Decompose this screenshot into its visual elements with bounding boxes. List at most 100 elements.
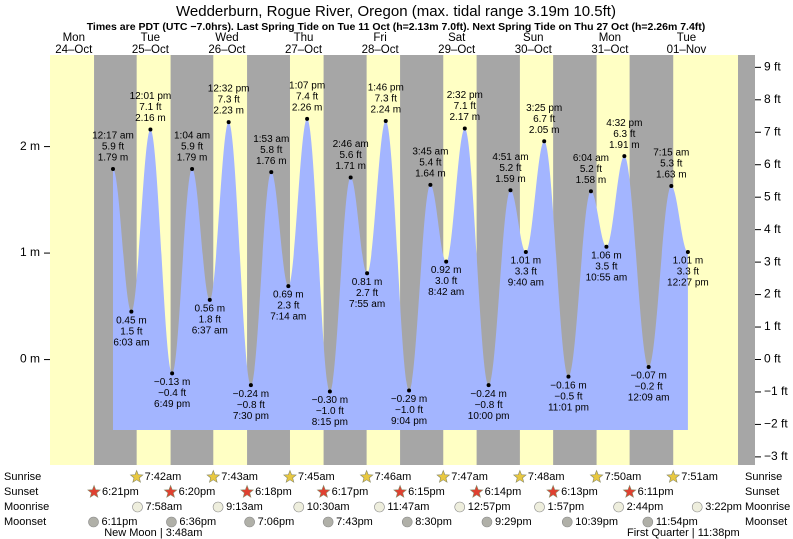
row-label: Moonset bbox=[745, 516, 787, 528]
tide-point bbox=[365, 271, 370, 276]
tide-label: 5.2 ft bbox=[580, 164, 602, 175]
tide-label: 2.26 m bbox=[292, 103, 323, 114]
tide-label: 4:32 pm bbox=[606, 118, 642, 129]
row-label: Sunrise bbox=[4, 471, 41, 483]
tide-label: 11:01 pm bbox=[548, 402, 589, 413]
tide-point bbox=[148, 127, 153, 132]
tide-label: 3:45 am bbox=[412, 147, 448, 158]
moonset-time: 7:43pm bbox=[336, 516, 373, 528]
sunset-time: 6:17pm bbox=[332, 486, 369, 498]
tide-label: 1.76 m bbox=[256, 156, 287, 167]
day-date: 28–Oct bbox=[362, 44, 400, 56]
moon-icon bbox=[561, 516, 573, 528]
day-name: Mon bbox=[63, 32, 85, 44]
tide-label: 12:17 am bbox=[92, 131, 134, 142]
tide-label: −0.07 m bbox=[630, 371, 666, 382]
tide-label: 0.69 m bbox=[273, 290, 304, 301]
row-label: Moonrise bbox=[4, 501, 49, 513]
tide-point bbox=[190, 166, 195, 171]
sunset-time: 6:18pm bbox=[255, 486, 292, 498]
moonrise-time: 3:22pm bbox=[705, 501, 742, 513]
tide-label: 7:15 am bbox=[653, 148, 689, 159]
sun-icon bbox=[512, 469, 527, 483]
tide-label: 6:49 pm bbox=[154, 399, 190, 410]
moon-icon bbox=[481, 516, 493, 528]
tide-point bbox=[622, 154, 627, 159]
tide-label: 2.16 m bbox=[135, 113, 166, 124]
moon-icon bbox=[401, 516, 413, 528]
tide-label: 6:04 am bbox=[573, 153, 609, 164]
tide-label: 1.79 m bbox=[98, 153, 129, 164]
tide-point bbox=[486, 383, 491, 388]
tide-point bbox=[588, 189, 593, 194]
moon-phase: First Quarter | 11:38pm bbox=[627, 527, 740, 539]
tide-label: 1.5 ft bbox=[120, 326, 142, 337]
y2-tick-label: 2 ft bbox=[764, 287, 781, 301]
sunrise-time: 7:45am bbox=[298, 471, 335, 483]
sunrise-time: 7:46am bbox=[375, 471, 412, 483]
moon-icon bbox=[691, 501, 703, 513]
tide-label: 7.3 ft bbox=[375, 94, 397, 105]
tide-point bbox=[462, 126, 467, 131]
sun-icon bbox=[283, 469, 297, 483]
sunset-time: 6:15pm bbox=[408, 486, 445, 498]
tide-label: 6:37 am bbox=[192, 326, 228, 337]
row-label: Sunrise bbox=[745, 471, 782, 483]
tide-label: −0.24 m bbox=[233, 389, 269, 400]
moon-icon bbox=[293, 501, 305, 513]
moonrise-time: 12:57pm bbox=[468, 501, 511, 513]
tide-label: 7.4 ft bbox=[296, 92, 318, 103]
sun-icon bbox=[622, 484, 637, 498]
day-date: 26–Oct bbox=[208, 44, 246, 56]
moon-icon bbox=[374, 501, 385, 513]
tide-label: 2.05 m bbox=[529, 125, 560, 136]
sunset-time: 6:11pm bbox=[638, 486, 674, 498]
tide-label: 2.17 m bbox=[450, 112, 481, 123]
sunrise-time: 7:43am bbox=[221, 471, 258, 483]
row-label: Sunset bbox=[4, 486, 38, 498]
tide-label: 12:09 am bbox=[628, 393, 670, 404]
day-name: Fri bbox=[373, 32, 386, 44]
tide-label: 2:32 pm bbox=[447, 90, 483, 101]
tide-label: 1.01 m bbox=[511, 256, 542, 267]
day-name: Tue bbox=[677, 32, 696, 44]
row-label: Sunset bbox=[745, 486, 779, 498]
tide-label: 1.63 m bbox=[656, 170, 687, 181]
tide-label: 7.3 ft bbox=[218, 95, 240, 106]
tide-label: 7:55 am bbox=[349, 299, 385, 310]
tide-label: 2.3 ft bbox=[277, 301, 299, 312]
sun-icon bbox=[469, 484, 484, 498]
tide-label: 1.59 m bbox=[495, 174, 526, 185]
tide-point bbox=[170, 371, 175, 376]
tide-point bbox=[305, 116, 310, 121]
moon-icon bbox=[534, 501, 545, 513]
tide-label: 1:04 am bbox=[174, 131, 210, 142]
moonset-time: 6:36pm bbox=[179, 516, 216, 528]
moon-icon bbox=[88, 516, 99, 528]
tide-label: −0.24 m bbox=[470, 389, 506, 400]
tide-point bbox=[327, 389, 332, 394]
tide-label: 1.91 m bbox=[609, 140, 640, 151]
moon-icon bbox=[212, 501, 224, 513]
row-label: Moonset bbox=[4, 516, 46, 528]
day-date: 01–Nov bbox=[667, 44, 707, 56]
y2-tick-label: 3 ft bbox=[764, 254, 781, 268]
tide-label: 5.9 ft bbox=[102, 142, 124, 153]
tide-label: 12:27 pm bbox=[667, 278, 709, 289]
tide-label: 1.71 m bbox=[335, 161, 366, 172]
tide-label: 5.9 ft bbox=[181, 142, 203, 153]
moonset-time: 6:11pm bbox=[102, 516, 138, 528]
tide-point bbox=[444, 259, 449, 264]
tide-label: 7.1 ft bbox=[454, 101, 476, 112]
tide-point bbox=[523, 250, 528, 255]
moonset-time: 7:06pm bbox=[258, 516, 295, 528]
y2-tick-label: 4 ft bbox=[764, 222, 781, 236]
tide-label: 1:53 am bbox=[253, 134, 289, 145]
tide-label: −0.30 m bbox=[312, 395, 348, 406]
tide-label: 7:14 am bbox=[270, 312, 306, 323]
y2-tick-label: 8 ft bbox=[764, 92, 781, 106]
tide-label: 2.23 m bbox=[213, 106, 244, 117]
moonrise-time: 11:47am bbox=[387, 501, 429, 513]
row-label: Moonrise bbox=[745, 501, 790, 513]
tide-point bbox=[566, 374, 571, 379]
